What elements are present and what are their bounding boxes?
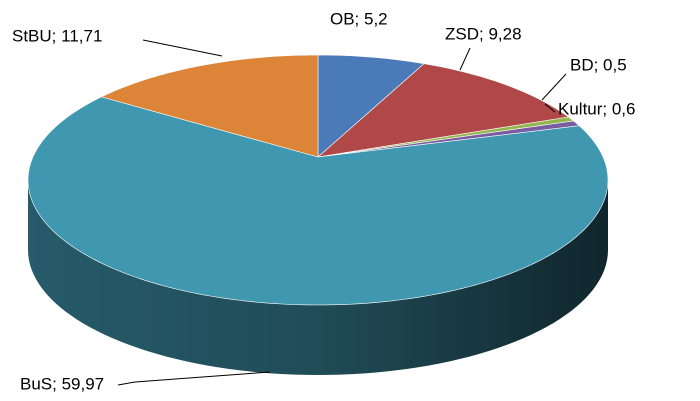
- leader-line: [541, 73, 567, 101]
- data-label: BuS; 59,97: [20, 374, 104, 393]
- pie-slice: [317, 54, 425, 158]
- data-label: BD; 0,5: [570, 55, 627, 74]
- pie-side: [28, 180, 608, 375]
- data-label: ZSD; 9,28: [445, 24, 522, 43]
- leader-line: [459, 47, 471, 71]
- data-label: StBU; 11,71: [12, 26, 102, 45]
- pie-slice: [27, 96, 609, 306]
- leader-line: [142, 39, 223, 57]
- data-labels: OB; 5,2 ZSD; 9,28 BD; 0,5 Kultur; 0,6 BuS; 5…: [12, 9, 636, 393]
- pie-slice: [100, 54, 319, 158]
- pie-slice: [317, 63, 570, 158]
- pie-tops: [27, 54, 609, 306]
- data-label: OB; 5,2: [330, 9, 388, 28]
- data-label: Kultur; 0,6: [558, 99, 636, 118]
- leader-line: [117, 371, 271, 386]
- pie-sides: [28, 180, 608, 375]
- leader-line: [544, 103, 556, 113]
